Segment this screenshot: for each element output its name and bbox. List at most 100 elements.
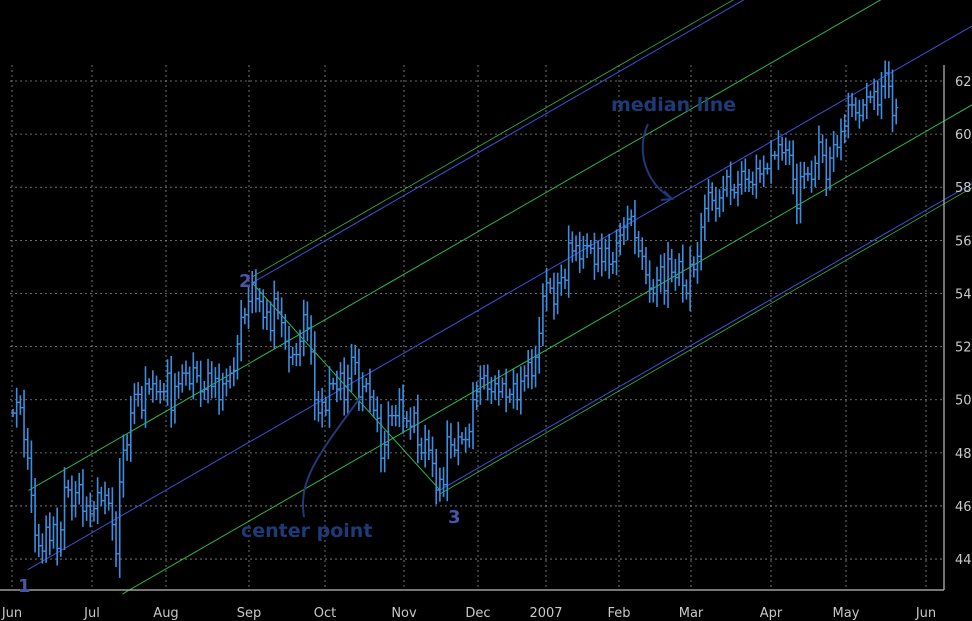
x-tick-label-10: Apr	[760, 606, 783, 621]
ohlc-bar	[117, 457, 122, 578]
ohlc-bar	[507, 388, 512, 403]
ohlc-bar	[603, 238, 608, 272]
ohlc-bar	[474, 381, 479, 410]
ohlc-bar	[861, 98, 866, 122]
ohlc-bar	[217, 363, 222, 415]
ohlc-bar	[471, 382, 475, 450]
x-tick-label-0: Jun	[1, 606, 22, 621]
ohlc-bar	[555, 272, 560, 315]
ohlc-bar	[482, 364, 487, 390]
ohlc-bar	[872, 78, 877, 110]
ohlc-bar	[489, 376, 494, 404]
ohlc-bar	[511, 369, 516, 409]
ohlc-bar	[621, 217, 626, 245]
ohlc-bar	[202, 380, 207, 400]
ohlc-bar	[228, 365, 233, 389]
ohlc-bar	[183, 360, 188, 386]
ohlc-bar	[596, 240, 601, 273]
y-tick-label-5: 54	[955, 287, 972, 302]
ohlc-bar	[816, 125, 821, 180]
ohlc-bar	[607, 233, 612, 279]
ohlc-bar	[735, 170, 740, 207]
ohlc-bar	[772, 151, 777, 160]
ohlc-bar	[868, 90, 873, 104]
ohlc-bar	[290, 346, 295, 366]
ohlc-bar	[261, 289, 266, 330]
ohlc-bar	[636, 231, 641, 258]
ohlc-bar	[99, 486, 104, 507]
ohlc-bar	[780, 136, 785, 161]
ohlc-bar	[684, 279, 689, 300]
ohlc-bar	[187, 366, 192, 391]
upper-inner-line	[28, 0, 882, 491]
ohlc-bar	[434, 448, 439, 505]
ohlc-bar	[463, 426, 468, 453]
ohlc-bar	[206, 358, 211, 404]
ohlc-bar	[305, 301, 310, 342]
ohlc-bar	[691, 256, 696, 278]
ohlc-bar	[386, 401, 391, 460]
y-tick-label-9: 62	[955, 75, 972, 90]
pivot-label-2: 2	[239, 271, 252, 292]
ohlc-bar	[143, 366, 148, 428]
handle-line	[251, 282, 441, 491]
ohlc-bar	[110, 487, 115, 541]
ohlc-bar	[353, 344, 358, 375]
ohlc-bar	[500, 377, 505, 398]
x-tick-label-5: Nov	[391, 606, 417, 621]
ohlc-bar	[629, 209, 634, 227]
ohlc-bar	[666, 241, 671, 308]
ohlc-bar	[33, 478, 38, 553]
ohlc-bar	[371, 389, 376, 418]
ohlc-bar	[515, 373, 520, 411]
ohlc-bar	[758, 159, 763, 183]
ohlc-bar	[610, 251, 615, 274]
x-tick-label-4: Oct	[314, 606, 336, 621]
ohlc-bar	[533, 345, 538, 388]
ohlc-bar	[73, 481, 78, 518]
ohlc-bar	[732, 183, 737, 199]
ohlc-bar	[390, 405, 395, 427]
ohlc-bar	[253, 269, 258, 313]
ohlc-bar	[839, 118, 843, 161]
ohlc-bar	[103, 481, 107, 515]
ohlc-bar	[846, 92, 851, 139]
ohlc-bar	[677, 253, 682, 286]
ohlc-bar	[540, 283, 545, 347]
ohlc-bar	[283, 314, 288, 350]
ohlc-bar	[794, 163, 799, 225]
ohlc-bar	[769, 140, 774, 184]
ohlc-bar	[643, 246, 648, 285]
ohlc-bar	[765, 162, 770, 175]
ohlc-bar	[526, 350, 531, 389]
ohlc-bar	[235, 334, 240, 380]
ohlc-bar	[334, 370, 339, 403]
chart-axes: 44 46 48 50 52 54 56 58 60 62 Jun Jul Aug Sep Oct Nov De…	[0, 65, 972, 621]
median-line-arrow	[641, 123, 672, 199]
ohlc-bar	[349, 343, 354, 392]
ohlc-bar	[724, 169, 729, 197]
ohlc-bar	[323, 396, 328, 416]
median-line	[27, 25, 972, 571]
ohlc-bar	[706, 179, 711, 222]
median-line-annotation: median line	[611, 94, 736, 116]
ohlc-bar	[22, 389, 27, 458]
ohlc-bar	[702, 194, 707, 241]
ohlc-bar	[570, 231, 575, 263]
ohlc-bar	[114, 511, 119, 568]
ohlc-bar	[625, 205, 630, 241]
ohlc-bar	[592, 232, 597, 280]
ohlc-bar	[298, 329, 303, 367]
x-tick-label-9: Mar	[679, 606, 704, 621]
ohlc-bar	[401, 384, 406, 434]
ohlc-bar	[452, 438, 457, 457]
ohlc-bar	[478, 365, 483, 405]
ohlc-bar	[504, 368, 509, 413]
ohlc-bar	[180, 364, 185, 393]
y-tick-label-2: 48	[955, 447, 972, 462]
ohlc-bar	[198, 360, 203, 407]
ohlc-bar	[239, 299, 244, 362]
ohlc-bar	[747, 169, 751, 193]
ohlc-bar	[294, 342, 299, 367]
ohlc-bar	[165, 359, 170, 406]
